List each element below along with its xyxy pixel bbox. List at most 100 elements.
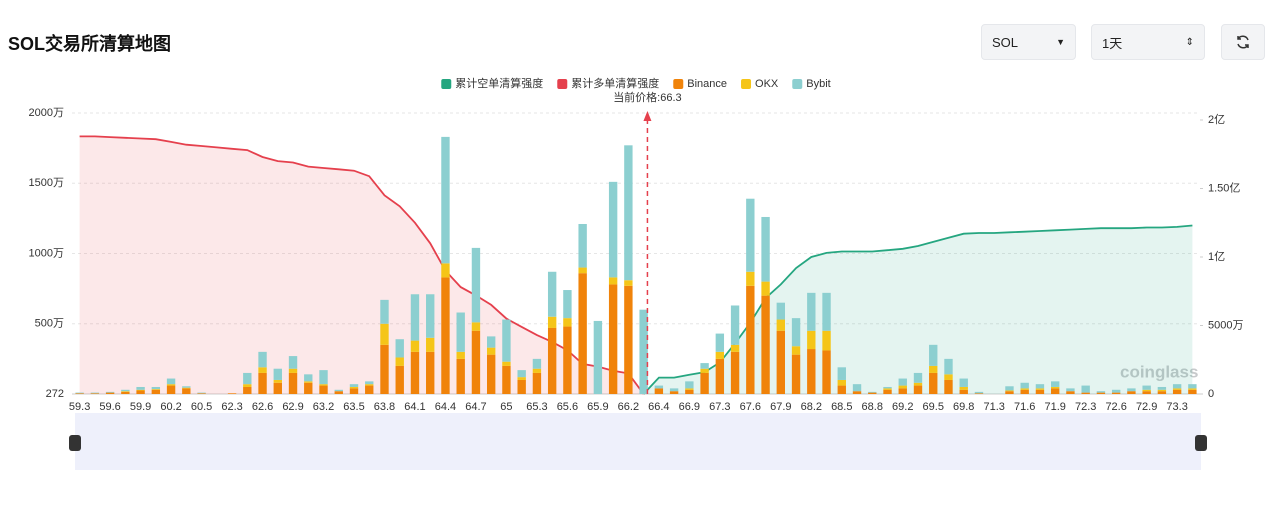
legend-label: Binance — [687, 78, 727, 90]
bar-segment — [1096, 392, 1106, 394]
current-price-label: 当前价格:66.3 — [613, 90, 681, 104]
bar-segment — [258, 351, 267, 368]
symbol-select[interactable]: SOL ▼ — [981, 24, 1076, 60]
bar-segment — [410, 340, 420, 352]
bar-segment — [349, 384, 359, 387]
bar-segment — [700, 368, 709, 373]
bar-segment — [75, 393, 84, 394]
bar-segment — [486, 354, 496, 394]
bar-segment — [547, 316, 557, 328]
bar-segment — [1081, 392, 1090, 394]
range-slider[interactable] — [75, 413, 1201, 470]
bar-segment — [791, 346, 801, 355]
bar-segment — [868, 392, 877, 394]
bar-segment — [715, 351, 725, 359]
area-fill — [79, 136, 644, 394]
spinner-caret: ⇕ — [1185, 36, 1194, 48]
bar-segment — [258, 372, 267, 394]
bar-segment — [730, 305, 740, 345]
x-tick-label: 67.3 — [709, 401, 730, 413]
bar-segment — [791, 354, 801, 394]
x-tick-label: 62.6 — [252, 401, 273, 413]
x-tick-label: 62.9 — [282, 401, 303, 413]
bar-segment — [837, 367, 846, 380]
area-fill — [643, 225, 1193, 394]
bar-segment — [136, 386, 145, 390]
x-tick-label: 69.8 — [953, 401, 974, 413]
bar-segment — [791, 318, 801, 347]
bar-segment — [227, 393, 237, 394]
bar-segment — [182, 386, 191, 388]
bar-segment — [456, 312, 465, 352]
bar-segment — [90, 393, 100, 394]
legend-label: Bybit — [806, 78, 830, 90]
dropdown-caret: ▼ — [1056, 37, 1065, 47]
bar-segment — [304, 374, 313, 382]
bar-segment — [1005, 391, 1014, 394]
bar-segment — [1005, 390, 1014, 392]
legend-swatch — [557, 79, 568, 89]
bar-segment — [304, 381, 313, 383]
bar-segment — [669, 391, 679, 394]
bar-segment — [959, 378, 968, 387]
bar-segment — [898, 388, 907, 394]
bar-segment — [471, 322, 481, 331]
bar-segment — [593, 320, 603, 394]
bar-segment — [685, 381, 694, 389]
bar-segment — [1188, 389, 1197, 394]
y2-tick-label: 1亿 — [1208, 250, 1225, 263]
bar-segment — [471, 247, 481, 323]
bar-segment — [563, 290, 572, 319]
bar-segment — [654, 385, 664, 389]
bar-segment — [197, 392, 206, 394]
bar-segment — [898, 378, 907, 386]
bar-segment — [319, 384, 328, 386]
bar-segment — [929, 344, 938, 366]
y-tick-label: 1500万 — [29, 177, 64, 189]
bar-segment — [456, 351, 465, 359]
bar-segment — [746, 271, 755, 286]
x-tick-label: 65.6 — [557, 401, 578, 413]
bar-segment — [624, 280, 633, 286]
x-tick-label: 68.5 — [831, 401, 852, 413]
bar-segment — [1172, 384, 1182, 389]
x-tick-label: 67.9 — [770, 401, 791, 413]
bar-segment — [563, 326, 572, 394]
x-tick-label: 59.9 — [130, 401, 151, 413]
slider-handle-left[interactable] — [69, 435, 81, 451]
bar-segment — [730, 351, 740, 394]
slider-handle-right[interactable] — [1195, 435, 1207, 451]
bar-segment — [776, 319, 786, 331]
bar-segment — [624, 145, 633, 281]
bar-segment — [395, 357, 404, 366]
bar-segment — [639, 309, 648, 394]
bar-segment — [807, 330, 816, 350]
bar-segment — [75, 392, 84, 394]
bar-segment — [426, 337, 435, 352]
bar-segment — [959, 389, 968, 394]
bar-segment — [1096, 391, 1106, 393]
bar-segment — [1066, 391, 1075, 394]
bar-segment — [944, 379, 953, 394]
bar-segment — [441, 277, 450, 394]
bar-segment — [776, 330, 786, 394]
bar-segment — [974, 391, 984, 394]
period-select[interactable]: 1天 ⇕ — [1091, 24, 1205, 60]
bar-segment — [1188, 384, 1197, 389]
bar-segment — [852, 391, 862, 394]
bar-segment — [532, 358, 542, 369]
bar-segment — [243, 386, 252, 394]
bar-segment — [273, 379, 282, 383]
x-tick-label: 68.8 — [862, 401, 883, 413]
refresh-icon — [1237, 35, 1249, 49]
bar-segment — [304, 382, 313, 394]
bar-segment — [700, 372, 709, 394]
bar-segment — [426, 294, 435, 338]
x-tick-label: 64.1 — [404, 401, 425, 413]
refresh-button[interactable] — [1221, 24, 1265, 60]
y2-tick-label: 0 — [1208, 388, 1214, 400]
x-tick-label: 67.6 — [740, 401, 761, 413]
bar-segment — [1035, 388, 1045, 390]
x-tick-label: 69.5 — [923, 401, 944, 413]
bar-segment — [486, 336, 496, 348]
